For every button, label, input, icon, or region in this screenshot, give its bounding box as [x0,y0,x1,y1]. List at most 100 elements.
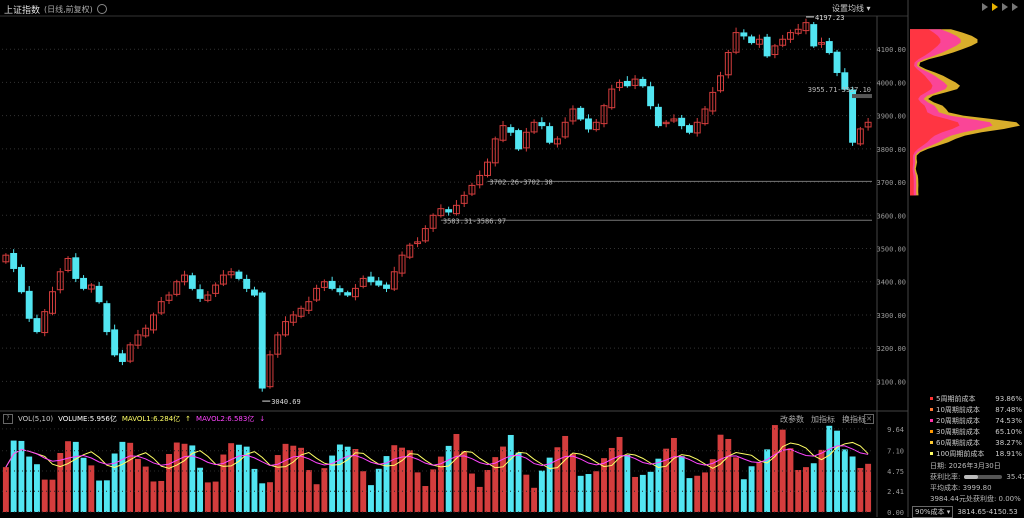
volume-bar [57,452,64,512]
legend-swatch [930,419,933,422]
volume-tick-label: 4.75 [887,468,904,476]
candle-body [103,303,111,333]
volume-bar [204,482,211,512]
volume-bar [181,443,188,512]
candle-body [585,118,592,130]
volume-bar [787,448,794,512]
legend-value: 65.10% [995,427,1022,436]
legend-swatch [930,430,933,433]
candle-body [212,284,220,294]
chip-legend-item: 100周期前成本 18.91% [930,448,1022,459]
volume-bar [313,484,320,512]
candle-body [320,281,328,288]
volume-bar [18,440,25,512]
chart-header: 上证指数 (日线,前复权) [4,3,107,16]
volume-axis: 9.64 7.10 4.75 2.41 0.00 [2,426,904,517]
candle-body [670,118,678,122]
legend-swatch [930,452,933,455]
volume-bar [336,444,343,512]
volume-bar [142,466,149,512]
y-tick-label: 3600.00 [876,212,906,220]
volume-bar [41,479,48,512]
volume-bar [476,486,483,512]
panel-toolbar [982,3,1018,11]
candle-body [227,271,235,276]
legend-swatch [930,397,933,400]
candle-body [251,289,258,296]
play-icon[interactable] [1002,3,1008,11]
legend-value: 18.91% [995,449,1022,458]
price-axis: 4100.00 4000.00 3900.00 3800.00 3700.00 3600.… [876,46,906,386]
arrow-down-icon: ↓ [259,415,266,423]
close-icon[interactable]: ✕ [864,414,874,424]
volume-bar [173,442,180,512]
play-icon[interactable] [1012,3,1018,11]
volume-indicator-label: VOL(5,10) [18,415,54,423]
volume-ma-line [5,441,869,470]
volume-bar [725,438,732,512]
volume-bar [352,449,359,512]
candle-body [755,38,763,45]
candle-body [639,78,647,87]
candle-body [825,41,833,54]
candle-body [445,209,453,213]
volume-bar [437,456,444,512]
help-icon[interactable]: ? [3,414,13,424]
candle-body [64,257,72,271]
volume-bar [158,480,165,512]
volume-bar [298,447,305,512]
volume-bar [523,474,530,512]
volume-bar [10,440,17,512]
play-active-icon[interactable] [992,3,998,11]
ma-settings-button[interactable]: 设置均线 ▾ [832,4,871,13]
volume-bar [632,476,639,512]
cost-select[interactable]: 90%成本 ▾ [912,506,954,518]
y-tick-label: 3400.00 [876,279,906,287]
volume-bar [686,478,693,512]
mavol1-value: MAVOL1:6.284亿 [121,415,181,423]
gear-icon[interactable] [96,4,107,14]
volume-bar [748,466,755,512]
candle-body [56,271,64,291]
volume-bar [127,442,134,512]
candle-body [530,121,538,133]
play-icon[interactable] [982,3,988,11]
candle-body [484,161,491,176]
volume-bar [445,445,452,512]
candle-body [748,36,756,44]
volume-bar [771,425,778,512]
volume-bar [484,470,491,512]
candle-body [41,311,49,334]
legend-value: 38.27% [995,438,1022,447]
volume-bar [826,425,833,512]
volume-bar [670,437,677,512]
volume-bar [694,475,701,512]
price-grid [0,0,909,517]
volume-header: ? VOL(5,10) VOLUME:5.956亿 MAVOL1:6.284亿 … [3,414,265,424]
y-tick-label: 3500.00 [876,246,906,254]
candle-body [709,91,717,112]
volume-bar [492,457,499,512]
volume-bar [212,481,219,512]
candle-body [398,254,406,274]
volume-bar [391,445,398,512]
legend-name: 10周期前成本 [936,405,980,414]
candle-body [266,354,274,388]
candle-body [678,117,686,127]
candle-body [476,174,484,186]
legend-swatch [930,441,933,444]
candle-body [592,121,600,131]
add-indicator-button[interactable]: 加指标 [811,415,835,424]
volume-bar [383,456,390,512]
edit-params-button[interactable]: 改参数 [780,415,804,424]
volume-bar [764,449,771,512]
y-tick-label: 3100.00 [876,378,906,386]
candle-body [701,108,709,125]
profit-ratio-label: 获利比率: [930,473,961,481]
switch-indicator-button[interactable]: 换指标 [842,415,866,424]
volume-bar [585,474,592,512]
candle-body [297,307,305,317]
volume-bar [702,472,708,512]
volume-bar [251,468,258,512]
